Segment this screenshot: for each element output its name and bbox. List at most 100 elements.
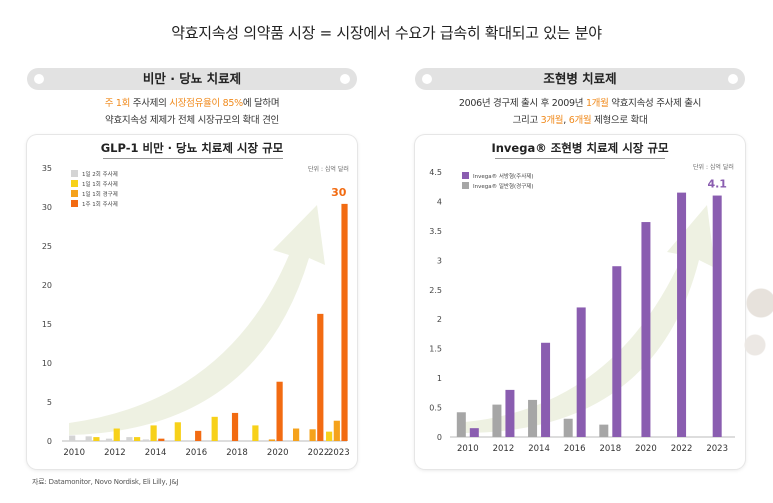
x-tick-label: 2020 bbox=[635, 444, 657, 454]
x-tick-label: 2018 bbox=[226, 448, 248, 458]
right-section-label-text: 조현병 치료제 bbox=[543, 71, 617, 86]
legend-swatch-0 bbox=[462, 172, 469, 179]
left-chart-title: GLP-1 비만 · 당뇨 치료제 시장 규모 bbox=[100, 141, 284, 155]
bar-2013-series-1 bbox=[134, 437, 141, 441]
right-desc-highlight-1: 1개월 bbox=[585, 98, 609, 109]
legend-swatch-1 bbox=[71, 180, 78, 187]
bar-2016-series-0 bbox=[187, 440, 194, 441]
data-label-2023: 30 bbox=[331, 186, 347, 199]
bar-2021-series-2 bbox=[293, 428, 300, 441]
bar-2017-series-1 bbox=[211, 416, 218, 441]
left-desc-text-1: 주사제의 bbox=[130, 98, 170, 109]
x-tick-label: 2012 bbox=[104, 448, 126, 458]
legend-swatch-1 bbox=[462, 182, 469, 189]
bar-2023-series-3 bbox=[341, 203, 348, 441]
y-tick-label: 3.5 bbox=[429, 227, 442, 236]
right-desc-highlight-3: 6개월 bbox=[568, 115, 592, 126]
bar-2016-oral bbox=[563, 418, 573, 437]
bar-2012-sustained bbox=[505, 389, 515, 437]
x-tick-label: 2014 bbox=[528, 444, 550, 454]
right-unit-label: 단위 : 십억 달러 bbox=[693, 164, 734, 171]
bar-2011-series-1 bbox=[93, 437, 100, 441]
y-tick-label: 4.5 bbox=[429, 168, 442, 177]
right-chart: 0 0.5 1 1.5 2 2.5 3 3.5 4 4.5 2010 2012 2014 2016 2018… bbox=[429, 168, 735, 454]
source-note: 자료: Datamonitor, Novo Nordisk, Eli Lilly… bbox=[32, 478, 179, 486]
x-tick-label: 2016 bbox=[564, 444, 586, 454]
y-tick-label: 3 bbox=[437, 256, 442, 265]
y-tick-label: 2.5 bbox=[429, 286, 442, 295]
left-desc-highlight-1: 주 1회 bbox=[104, 98, 131, 109]
legend-label-2: 1일 1회 경구제 bbox=[82, 190, 118, 198]
x-tick-label: 2010 bbox=[63, 448, 85, 458]
right-chart-title: Invega® 조현병 치료제 시장 규모 bbox=[491, 141, 669, 155]
y-tick-label: 25 bbox=[42, 242, 52, 251]
right-desc-text-1: 2006년 경구제 출시 후 2009년 bbox=[458, 98, 586, 109]
left-title-underline bbox=[103, 158, 283, 159]
y-tick-label: 0 bbox=[437, 433, 442, 442]
legend-label-1: 1일 1회 주사제 bbox=[82, 180, 118, 188]
bar-2023-series-2 bbox=[333, 420, 340, 441]
right-desc-text-2: 약효지속성 주사제 출시 bbox=[608, 98, 702, 109]
left-section-label-text: 비만 · 당뇨 치료제 bbox=[142, 71, 242, 86]
right-desc-text-5: 제형으로 확대 bbox=[591, 115, 648, 126]
bar-2014-series-1 bbox=[150, 425, 157, 441]
bar-2012-oral bbox=[492, 404, 502, 437]
right-desc-text-3: 그리고 bbox=[512, 115, 541, 126]
bar-2010-series-0 bbox=[69, 435, 76, 441]
bar-2020-series-3 bbox=[276, 381, 283, 441]
legend-swatch-2 bbox=[71, 190, 78, 197]
bar-2022-series-2 bbox=[309, 429, 316, 441]
left-pill-dot-right bbox=[340, 74, 350, 84]
legend-swatch-0 bbox=[71, 170, 78, 177]
bar-2013-series-0 bbox=[126, 437, 133, 441]
left-desc-text-2: 에 달하며 bbox=[242, 98, 280, 109]
x-tick-label: 2023 bbox=[328, 448, 350, 458]
bar-2014-oral bbox=[528, 399, 538, 437]
left-desc-line-2: 약효지속성 제제가 전체 시장규모의 확대 견인 bbox=[105, 115, 279, 126]
background-growth-arrow bbox=[465, 205, 715, 433]
y-tick-label: 1 bbox=[437, 374, 442, 383]
bar-2023-series-1 bbox=[326, 431, 333, 441]
x-tick-label: 2010 bbox=[457, 444, 479, 454]
decorative-molecule bbox=[733, 255, 773, 375]
bar-2012-series-0 bbox=[105, 438, 113, 441]
bar-2018-series-3 bbox=[231, 412, 239, 441]
y-tick-label: 20 bbox=[42, 281, 52, 290]
bar-2018-sustained bbox=[612, 266, 622, 437]
background-growth-arrow bbox=[69, 205, 325, 435]
bar-2016-series-3 bbox=[195, 430, 202, 441]
bar-2010-sustained bbox=[469, 428, 479, 437]
bar-2020-sustained bbox=[641, 222, 651, 437]
legend-label-3: 1주 1회 주사제 bbox=[82, 200, 118, 208]
x-tick-label: 2016 bbox=[186, 448, 208, 458]
right-pill-dot-left bbox=[422, 74, 432, 84]
page-title: 약효지속성 의약품 시장 = 시장에서 수요가 급속히 확대되고 있는 분야 bbox=[171, 24, 602, 42]
y-tick-label: 1.5 bbox=[429, 345, 442, 354]
bar-2019-series-1 bbox=[252, 425, 259, 441]
right-desc-highlight-2: 3개월 bbox=[540, 115, 564, 126]
left-pill-dot-left bbox=[34, 74, 44, 84]
x-tick-label: 2018 bbox=[599, 444, 621, 454]
bar-2015-series-0 bbox=[167, 440, 174, 441]
bar-2014-sustained bbox=[541, 342, 551, 437]
right-description: 2006년 경구제 출시 후 2009년 1개월 약효지속성 주사제 출시 그리… bbox=[415, 95, 745, 129]
bar-2022-sustained bbox=[677, 192, 687, 437]
bar-2012-series-1 bbox=[113, 428, 120, 441]
right-section-label: 조현병 치료제 bbox=[415, 68, 745, 90]
y-tick-label: 35 bbox=[42, 164, 52, 173]
y-tick-label: 10 bbox=[42, 359, 52, 368]
y-tick-label: 5 bbox=[47, 398, 52, 407]
x-tick-label: 2022 bbox=[671, 444, 693, 454]
x-tick-label: 2012 bbox=[493, 444, 515, 454]
right-pill-dot-right bbox=[728, 74, 738, 84]
y-tick-label: 15 bbox=[42, 320, 52, 329]
left-chart-panel bbox=[27, 135, 357, 469]
x-tick-label: 2014 bbox=[145, 448, 167, 458]
left-chart: 0 5 10 15 20 25 30 35 2010 2012 2014 2016 2018 2020 20… bbox=[42, 164, 350, 458]
y-tick-label: 0 bbox=[47, 437, 52, 446]
data-label-2023: 4.1 bbox=[707, 178, 727, 191]
x-tick-label: 2022 bbox=[308, 448, 330, 458]
bar-2016-sustained bbox=[576, 307, 586, 437]
right-title-underline bbox=[495, 158, 665, 159]
legend-label-1: Invega® 일반형(경구제) bbox=[473, 182, 534, 190]
